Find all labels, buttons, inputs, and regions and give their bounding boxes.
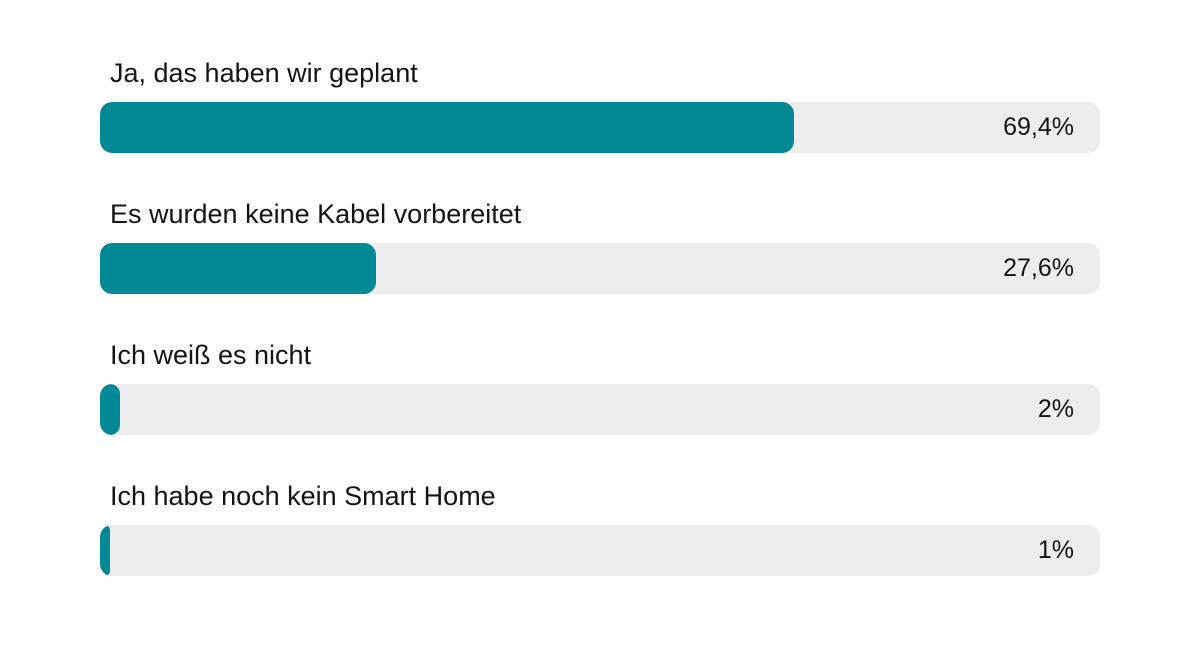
bar-fill	[100, 384, 120, 435]
option-label: Ja, das haben wir geplant	[110, 58, 418, 88]
option-label: Ich habe noch kein Smart Home	[110, 481, 496, 511]
poll-results-chart: Ja, das haben wir geplant 69,4% Es wurden …	[100, 55, 1100, 619]
bar-value-label: 27,6%	[1003, 254, 1074, 282]
bar-track: 69,4%	[100, 102, 1100, 153]
bar-value-label: 69,4%	[1003, 113, 1074, 141]
bar-fill	[100, 102, 794, 153]
bar-fill	[100, 525, 110, 576]
poll-option-row: Ich habe noch kein Smart Home 1%	[100, 478, 1100, 619]
bar-track: 2%	[100, 384, 1100, 435]
poll-option-row: Ich weiß es nicht 2%	[100, 337, 1100, 478]
bar-track: 27,6%	[100, 243, 1100, 294]
bar-value-label: 1%	[1037, 536, 1074, 564]
poll-option-row: Ja, das haben wir geplant 69,4%	[100, 55, 1100, 196]
bar-fill	[100, 243, 376, 294]
bar-value-label: 2%	[1037, 395, 1074, 423]
bar-track: 1%	[100, 525, 1100, 576]
poll-option-row: Es wurden keine Kabel vorbereitet 27,6%	[100, 196, 1100, 337]
option-label: Ich weiß es nicht	[110, 340, 312, 370]
option-label: Es wurden keine Kabel vorbereitet	[110, 199, 522, 229]
